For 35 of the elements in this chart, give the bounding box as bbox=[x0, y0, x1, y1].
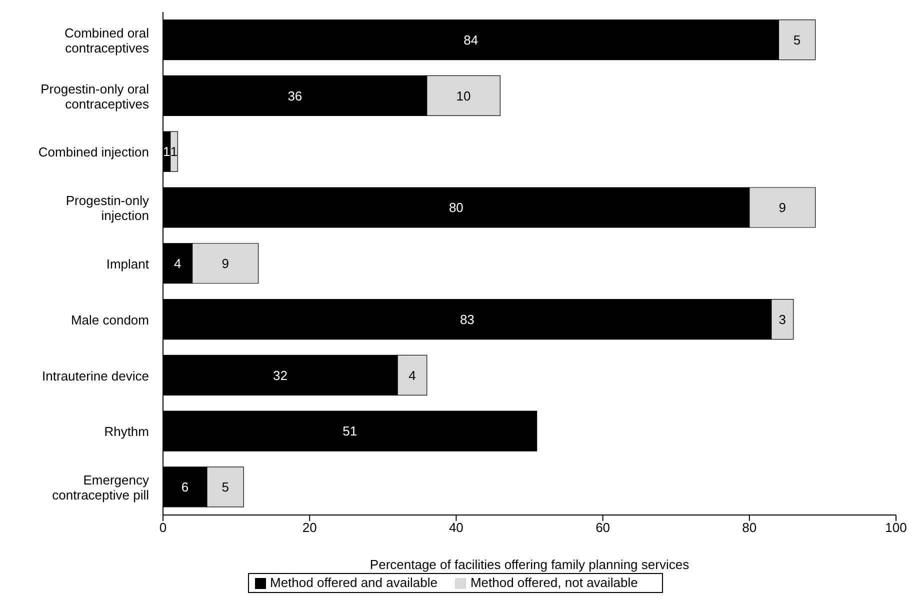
data-label: 83 bbox=[460, 312, 474, 327]
data-label: 1 bbox=[170, 144, 178, 160]
x-tick-label: 80 bbox=[742, 520, 757, 536]
x-tick-label: 60 bbox=[596, 520, 610, 536]
data-label: 9 bbox=[222, 256, 229, 271]
data-label: 6 bbox=[181, 480, 189, 495]
data-label: 4 bbox=[174, 256, 182, 271]
y-tick-label: Emergency contraceptive pill bbox=[52, 472, 150, 502]
y-tick-label: Progestin-only oral contraceptives bbox=[40, 80, 150, 111]
data-label: 51 bbox=[342, 424, 358, 439]
x-tick-label: 20 bbox=[302, 520, 317, 536]
data-label: 36 bbox=[288, 88, 302, 104]
data-label: 9 bbox=[778, 200, 786, 216]
y-tick-label: Progestin-only injection bbox=[66, 192, 150, 223]
y-tick-label: Rhythm bbox=[104, 424, 149, 439]
data-label: 80 bbox=[448, 200, 464, 216]
data-label: 84 bbox=[464, 32, 478, 48]
data-label: 5 bbox=[793, 32, 801, 48]
y-tick-label: Intrauterine device bbox=[42, 368, 149, 383]
legend-label: Method offered and available bbox=[270, 575, 438, 590]
data-label: 5 bbox=[222, 480, 229, 495]
y-tick-label: Implant bbox=[106, 256, 150, 271]
data-label: 3 bbox=[778, 312, 786, 327]
x-tick-label: 0 bbox=[159, 520, 167, 536]
x-tick-label: 40 bbox=[448, 520, 464, 536]
data-label: 10 bbox=[456, 88, 471, 104]
data-label: 4 bbox=[408, 368, 416, 383]
x-tick-label: 100 bbox=[885, 520, 907, 536]
data-label: 1 bbox=[163, 144, 170, 160]
y-tick-label: Combined oral contraceptives bbox=[64, 24, 150, 55]
legend-label: Method offered, not available bbox=[470, 575, 638, 590]
data-label: 32 bbox=[273, 368, 288, 383]
x-axis-title: Percentage of facilities offering family planning services bbox=[370, 557, 690, 572]
y-tick-label: Combined injection bbox=[38, 144, 149, 160]
y-tick-label: Male condom bbox=[70, 312, 149, 327]
